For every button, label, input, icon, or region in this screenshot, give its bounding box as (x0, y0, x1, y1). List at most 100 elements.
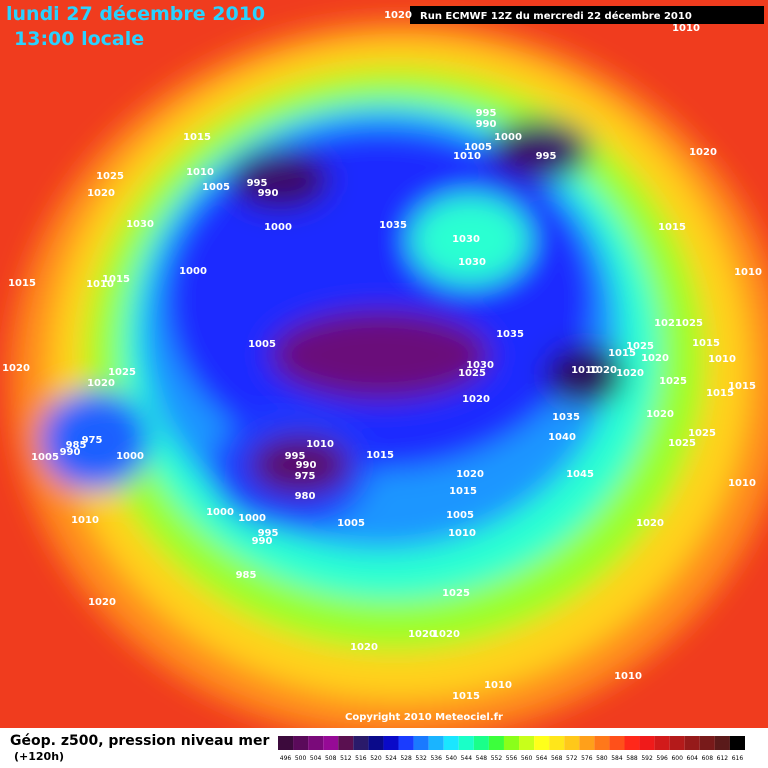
legend-swatch (353, 736, 369, 750)
isobar-label: 1025 (458, 368, 486, 379)
legend-swatch (278, 736, 294, 750)
isobar-label: 985 (236, 570, 257, 581)
isobar-label: 995 (247, 178, 268, 189)
isobar-label: 1045 (566, 469, 594, 480)
isobar-label: 1005 (248, 339, 276, 350)
legend-value: 588 (626, 755, 638, 762)
isobar-label: 1000 (116, 451, 144, 462)
legend-swatch (594, 736, 610, 750)
legend-swatch (503, 736, 520, 750)
isobar-label: 1015 (728, 381, 756, 392)
isobar-label: 1035 (379, 220, 407, 231)
isobar-label: 1005 (202, 182, 230, 193)
legend-value: 548 (476, 755, 488, 762)
isobar-label: 1020 (432, 629, 460, 640)
legend-value: 596 (656, 755, 668, 762)
isobar-label: 1030 (458, 257, 486, 268)
isobar-label: 995 (285, 451, 306, 462)
isobar-label: 1000 (179, 266, 207, 277)
isobar-label: 1035 (496, 329, 524, 340)
legend-value: 524 (385, 755, 397, 762)
isobar-label: 1010 (484, 680, 512, 691)
isobar-label: 1015 (706, 388, 734, 399)
isobar-label: 1010 (186, 167, 214, 178)
isobar-label: 1005 (464, 142, 492, 153)
legend-swatch (549, 736, 565, 750)
isobar-label: 1015 (183, 132, 211, 143)
isobar-label: 1000 (264, 222, 292, 233)
isobar-label: 1000 (206, 507, 234, 518)
legend-value: 544 (461, 755, 473, 762)
legend-value: 512 (340, 755, 352, 762)
legend-value: 552 (491, 755, 503, 762)
legend-value: 576 (581, 755, 593, 762)
isobar-label: 1020 (616, 368, 644, 379)
isobar-label: 1021 (654, 318, 682, 329)
caption-sub: (+120h) (14, 750, 64, 763)
legend-value: 572 (566, 755, 578, 762)
isobar-label: 1020 (88, 597, 116, 608)
legend-swatch (639, 736, 655, 750)
isobar-label: 1025 (626, 341, 654, 352)
legend-value: 564 (536, 755, 548, 762)
run-box (410, 6, 764, 24)
isobar-label: 1020 (636, 518, 664, 529)
isobar-label: 1010 (71, 515, 99, 526)
isobar-label: 1040 (548, 432, 576, 443)
legend-swatch (308, 736, 324, 750)
legend-value: 520 (370, 755, 382, 762)
run-info: Run ECMWF 12Z du mercredi 22 décembre 20… (420, 10, 692, 22)
legend-value: 568 (551, 755, 563, 762)
legend-swatch (428, 736, 444, 750)
isobar-label: 1005 (446, 510, 474, 521)
legend-swatch (684, 736, 700, 750)
isobar-label: 1010 (734, 267, 762, 278)
isobar-label: 1015 (658, 222, 686, 233)
legend-value: 592 (641, 755, 653, 762)
legend-value: 556 (506, 755, 518, 762)
isobar-label: 1020 (350, 642, 378, 653)
legend-swatch (323, 736, 339, 750)
legend-swatch (473, 736, 489, 750)
isobar-label: 1015 (692, 338, 720, 349)
legend-swatch (293, 736, 309, 750)
legend-value: 604 (687, 755, 699, 762)
isobar-label: 1020 (462, 394, 490, 405)
legend-swatch (564, 736, 580, 750)
legend-swatch (458, 736, 474, 750)
legend-value: 516 (355, 755, 367, 762)
legend-swatch (714, 736, 730, 750)
legend-value: 504 (310, 755, 322, 762)
color-legend: 496 500 504 508 512 516 520 524 528 532 536 540 544 5… (278, 736, 745, 762)
isobar-label: 1025 (96, 171, 124, 182)
legend-value: 540 (446, 755, 458, 762)
isobar-label: 1010 (708, 354, 736, 365)
isobar-label: 1025 (668, 438, 696, 449)
isobar-label: 1030 (452, 234, 480, 245)
isobar-label: 1000 (494, 132, 522, 143)
isobar-label: 985 (66, 440, 87, 451)
isobar-label: 1020 (689, 147, 717, 158)
isobar-label: 1020 (646, 409, 674, 420)
legend-swatch (398, 736, 414, 750)
legend-value: 608 (702, 755, 714, 762)
legend-value: 508 (325, 755, 337, 762)
isobar-label: 990 (476, 119, 497, 130)
isobar-label: 1005 (337, 518, 365, 529)
legend-value: 560 (521, 755, 533, 762)
isobar-label: 1015 (608, 348, 636, 359)
legend-swatch (443, 736, 459, 750)
isobar-label: 1015 (8, 278, 36, 289)
isobar-label: 1025 (659, 376, 687, 387)
legend-swatch (534, 736, 550, 750)
isobar-label: 1030 (126, 219, 154, 230)
legend-value: 584 (611, 755, 623, 762)
legend-swatch (383, 736, 399, 750)
isobar-label: 980 (295, 491, 316, 502)
legend-value: 536 (430, 755, 442, 762)
isobar-label: 1030 (466, 360, 494, 371)
isobar-label: 1015 (449, 486, 477, 497)
map-field (0, 0, 768, 740)
